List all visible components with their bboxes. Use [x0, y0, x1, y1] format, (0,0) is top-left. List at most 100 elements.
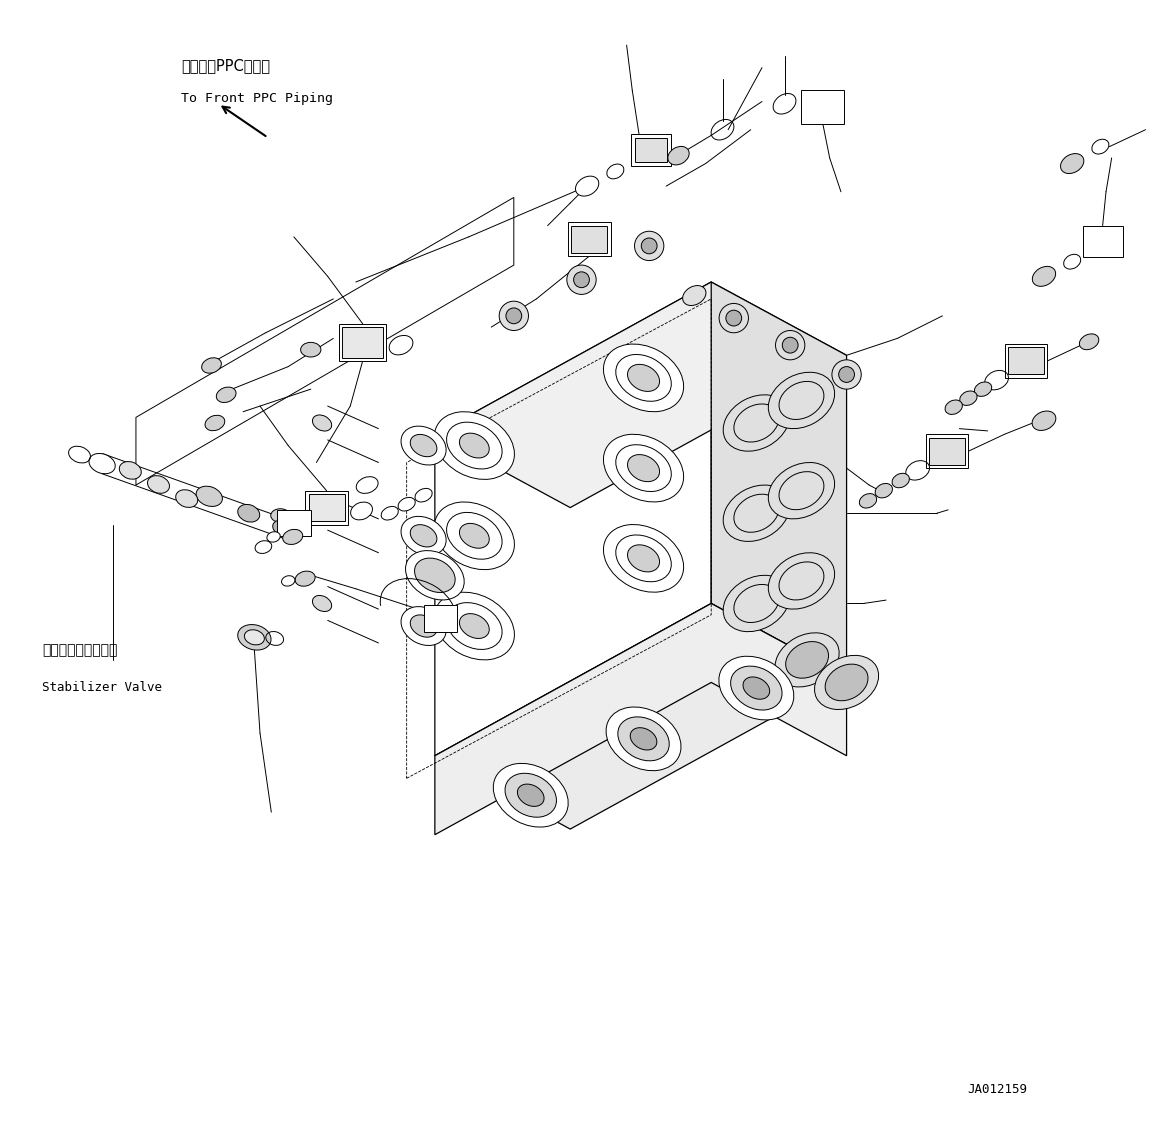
Ellipse shape	[459, 523, 490, 548]
Ellipse shape	[1032, 411, 1056, 431]
Circle shape	[573, 272, 590, 288]
Ellipse shape	[959, 391, 977, 405]
Ellipse shape	[313, 415, 331, 431]
Ellipse shape	[244, 629, 264, 645]
Ellipse shape	[604, 525, 684, 592]
Ellipse shape	[615, 354, 671, 402]
Ellipse shape	[283, 529, 302, 545]
Ellipse shape	[769, 462, 835, 519]
Ellipse shape	[946, 400, 963, 414]
Ellipse shape	[723, 575, 790, 632]
Ellipse shape	[197, 486, 222, 506]
Ellipse shape	[401, 517, 447, 555]
Ellipse shape	[518, 784, 544, 807]
Ellipse shape	[734, 404, 779, 442]
Ellipse shape	[398, 497, 415, 511]
Ellipse shape	[719, 656, 794, 720]
Ellipse shape	[723, 395, 790, 451]
Ellipse shape	[148, 476, 170, 493]
Circle shape	[719, 303, 749, 333]
Ellipse shape	[769, 553, 835, 609]
Ellipse shape	[272, 520, 292, 536]
Ellipse shape	[237, 504, 259, 522]
Ellipse shape	[630, 728, 657, 750]
Bar	[342, 327, 383, 358]
Ellipse shape	[390, 335, 413, 355]
Circle shape	[566, 265, 597, 294]
Bar	[568, 222, 611, 256]
Ellipse shape	[723, 485, 790, 541]
Ellipse shape	[414, 558, 455, 592]
Ellipse shape	[216, 387, 236, 403]
Ellipse shape	[266, 531, 280, 543]
Circle shape	[726, 310, 742, 326]
Ellipse shape	[447, 602, 502, 650]
Ellipse shape	[120, 461, 141, 479]
Ellipse shape	[415, 488, 433, 502]
Ellipse shape	[628, 545, 659, 572]
Ellipse shape	[201, 358, 221, 373]
Bar	[1084, 226, 1123, 257]
Bar	[277, 510, 311, 536]
Bar	[305, 491, 348, 525]
Ellipse shape	[434, 592, 514, 660]
Ellipse shape	[281, 575, 295, 587]
Ellipse shape	[734, 494, 779, 532]
Circle shape	[641, 238, 657, 254]
Ellipse shape	[459, 433, 490, 458]
Polygon shape	[435, 282, 712, 756]
Ellipse shape	[205, 415, 224, 431]
Polygon shape	[435, 603, 847, 835]
Ellipse shape	[1033, 266, 1056, 287]
Ellipse shape	[313, 596, 331, 611]
Ellipse shape	[434, 502, 514, 570]
Ellipse shape	[668, 147, 690, 165]
Bar	[571, 226, 607, 253]
Ellipse shape	[237, 625, 271, 650]
Circle shape	[635, 231, 664, 261]
Ellipse shape	[401, 426, 447, 465]
Ellipse shape	[604, 344, 684, 412]
Text: メインバルブ: メインバルブ	[545, 694, 595, 707]
Ellipse shape	[401, 607, 447, 645]
Ellipse shape	[628, 364, 659, 391]
Ellipse shape	[775, 633, 840, 687]
Ellipse shape	[576, 176, 599, 196]
Ellipse shape	[875, 484, 892, 497]
Ellipse shape	[493, 764, 569, 827]
Ellipse shape	[615, 444, 671, 492]
Ellipse shape	[459, 614, 490, 638]
Ellipse shape	[271, 509, 290, 522]
Text: Main Valve: Main Valve	[533, 725, 608, 739]
Bar	[926, 434, 969, 468]
Bar	[1005, 344, 1048, 378]
Ellipse shape	[434, 412, 514, 479]
Ellipse shape	[300, 343, 321, 356]
Polygon shape	[712, 282, 847, 677]
Ellipse shape	[447, 422, 502, 469]
Ellipse shape	[730, 667, 782, 710]
Ellipse shape	[975, 382, 992, 396]
Ellipse shape	[381, 506, 399, 520]
Bar	[632, 134, 671, 166]
Bar	[308, 494, 344, 521]
Text: JA012159: JA012159	[968, 1083, 1027, 1096]
Circle shape	[499, 301, 528, 331]
Ellipse shape	[1079, 334, 1099, 350]
Ellipse shape	[618, 717, 669, 760]
Bar	[1008, 347, 1044, 374]
Ellipse shape	[411, 434, 437, 457]
Polygon shape	[435, 282, 847, 508]
Circle shape	[839, 367, 855, 382]
Ellipse shape	[295, 571, 315, 587]
Ellipse shape	[1061, 153, 1084, 174]
Ellipse shape	[779, 381, 823, 420]
Ellipse shape	[606, 707, 682, 770]
Ellipse shape	[615, 535, 671, 582]
Circle shape	[832, 360, 862, 389]
Ellipse shape	[825, 664, 868, 700]
Bar	[338, 324, 386, 361]
Ellipse shape	[505, 774, 556, 817]
Ellipse shape	[734, 584, 779, 623]
Ellipse shape	[176, 490, 198, 508]
